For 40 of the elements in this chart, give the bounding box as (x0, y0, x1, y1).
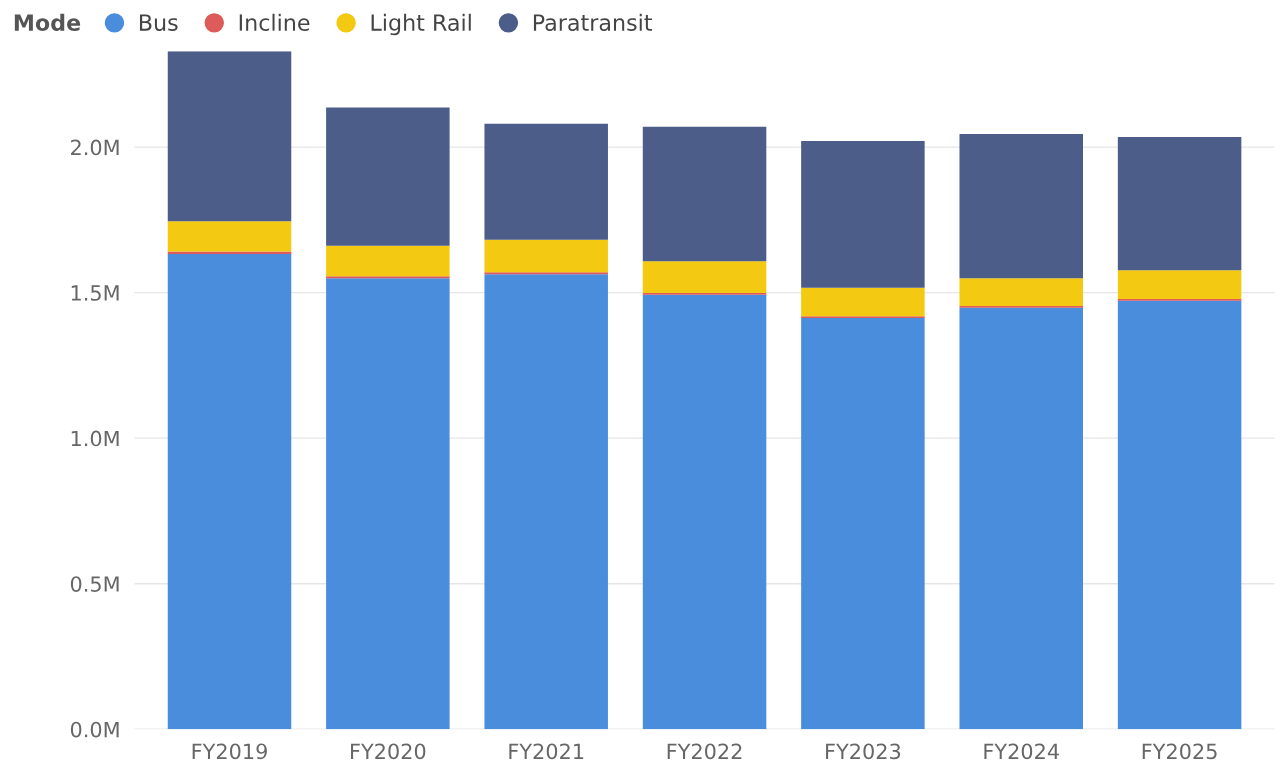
x-tick-label: FY2025 (1142, 743, 1217, 760)
x-tick-label: FY2024 (984, 743, 1059, 760)
bar (1117, 136, 1242, 271)
bar (801, 317, 925, 730)
bar (484, 239, 608, 273)
bar (484, 272, 608, 275)
legend-label: Incline (239, 13, 310, 31)
legend-title: Mode (14, 13, 81, 31)
y-tick-label: 2.0M (71, 139, 119, 156)
legend-label: Bus (139, 14, 178, 31)
bar (801, 140, 925, 288)
x-tick-label: FY2022 (667, 743, 742, 760)
bar (484, 274, 608, 730)
x-tick-label: FY2021 (509, 743, 584, 760)
y-tick-label: 0.0M (70, 721, 119, 738)
bar (326, 278, 450, 730)
legend-label: Light Rail (371, 13, 471, 36)
y-tick-label: 1.0M (71, 430, 119, 447)
bar (167, 221, 292, 252)
bar (959, 133, 1083, 279)
x-tick-label: FY2023 (826, 743, 901, 760)
bar (1117, 300, 1242, 730)
bar (326, 276, 450, 279)
x-tick-label: FY2020 (351, 743, 426, 760)
bar (801, 287, 925, 317)
bar (326, 245, 450, 277)
bar (167, 51, 292, 222)
bar (167, 253, 292, 730)
y-tick-label: 1.5M (71, 285, 119, 301)
bar (484, 123, 608, 240)
bar (1117, 270, 1242, 300)
bar (642, 261, 767, 293)
bar (642, 294, 767, 730)
bar (959, 307, 1083, 730)
bar (642, 126, 767, 262)
legend-label: Paratransit (533, 13, 652, 31)
y-tick-label: 0.5M (70, 576, 119, 592)
x-tick-label: FY2019 (192, 743, 267, 760)
bar (959, 278, 1083, 307)
bar (326, 107, 450, 246)
